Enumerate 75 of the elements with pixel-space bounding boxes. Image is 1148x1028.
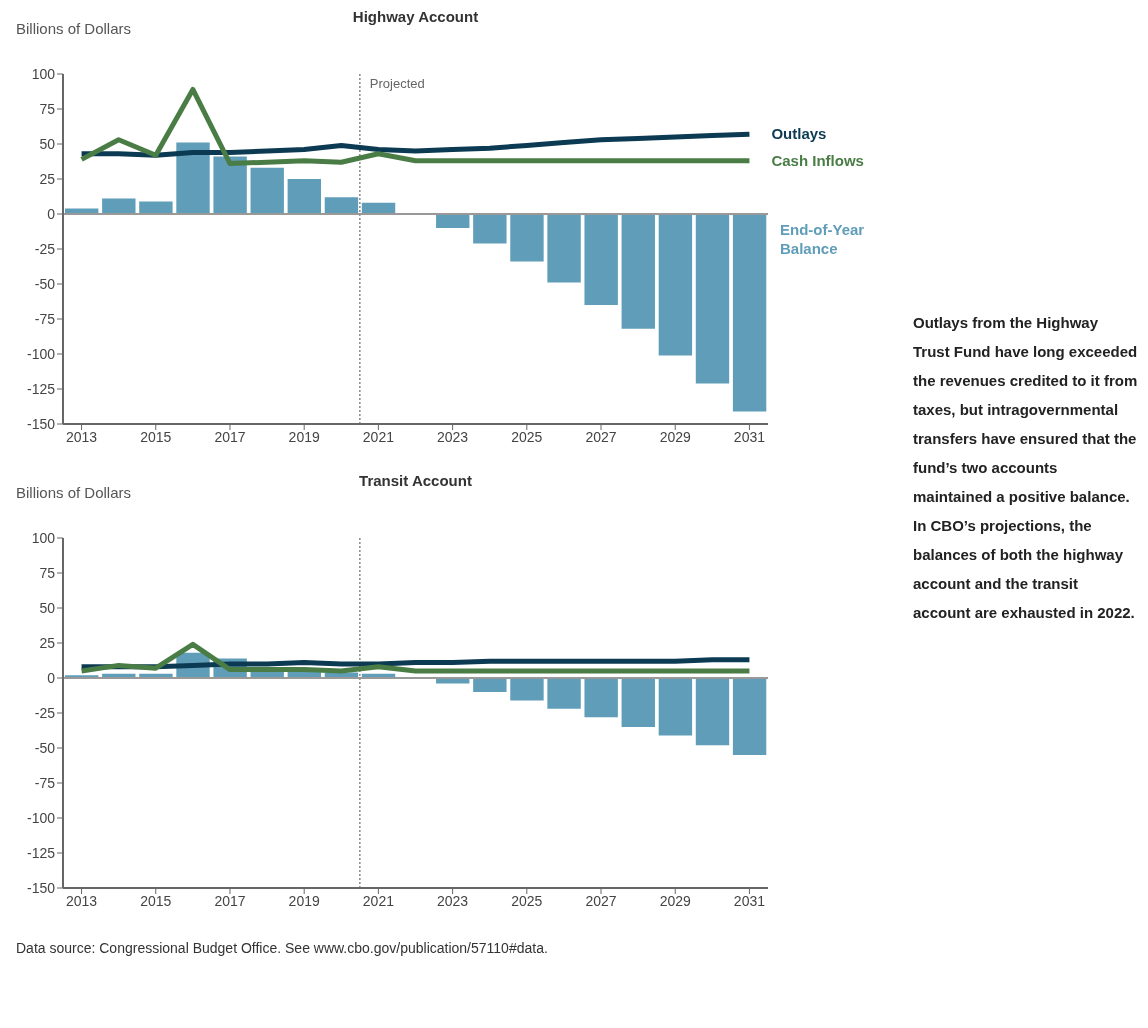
- x-tick-label: 2017: [214, 892, 246, 909]
- x-tick-label: 2019: [288, 428, 320, 445]
- x-tick-label: 2023: [437, 892, 469, 909]
- y-tick-label: 50: [39, 135, 56, 152]
- bar: [102, 198, 136, 214]
- bar: [510, 214, 544, 262]
- y-axis-title: Billions of Dollars: [16, 20, 132, 37]
- y-axis-title: Billions of Dollars: [16, 484, 132, 501]
- y-tick-label: -75: [34, 310, 56, 327]
- source-note: Data source: Congressional Budget Office. See www.cbo.gov/publication/57110#data.: [15, 940, 549, 956]
- series-label: Cash Inflows: [771, 151, 864, 169]
- bar: [695, 678, 730, 746]
- text: Outlays from the Highway Trust Fund have long exceeded the revenues credited to it from taxes, but intragovernmental transfers have ensured that the fund’s two accounts maintained a positive balance. In CBO’s projections, the balances of both the highway account and the transit account are exhausted in 2022.: [913, 314, 1138, 621]
- x-tick-label: 2031: [733, 892, 766, 909]
- x-tick-label: 2015: [140, 892, 172, 909]
- y-tick-label: 75: [39, 100, 56, 117]
- y-tick-label: 0: [47, 669, 56, 686]
- bar: [732, 678, 767, 755]
- y-tick-label: -100: [26, 345, 56, 362]
- series-label: Outlays: [771, 125, 827, 143]
- bar: [139, 201, 173, 214]
- x-tick-label: 2025: [511, 428, 543, 445]
- y-tick-label: -25: [34, 240, 56, 257]
- y-tick-label: -125: [26, 844, 56, 861]
- bar: [658, 678, 693, 736]
- bar: [510, 678, 544, 701]
- x-tick-label: 2021: [362, 428, 395, 445]
- bar: [584, 678, 618, 718]
- x-tick-label: 2023: [437, 428, 469, 445]
- bar: [732, 214, 767, 412]
- y-tick-label: 100: [31, 65, 56, 82]
- x-tick-label: 2031: [733, 428, 766, 445]
- y-tick-label: 100: [31, 529, 56, 546]
- y-tick-label: -50: [34, 275, 56, 292]
- y-tick-label: -75: [34, 774, 56, 791]
- series-label: End-of-Year Balance: [780, 220, 866, 258]
- y-tick-label: 25: [39, 634, 56, 651]
- x-tick-label: 2013: [65, 428, 98, 445]
- y-tick-label: 50: [39, 599, 56, 616]
- x-tick-label: 2019: [288, 892, 320, 909]
- bar: [287, 179, 322, 214]
- x-tick-label: 2025: [511, 892, 543, 909]
- bar: [250, 167, 284, 214]
- bar: [658, 214, 693, 356]
- y-tick-label: 0: [47, 205, 56, 222]
- x-tick-label: 2029: [659, 892, 692, 909]
- x-tick-label: 2029: [659, 428, 692, 445]
- bar: [621, 678, 655, 727]
- x-tick-label: 2027: [585, 428, 617, 445]
- ref-line-label: Projected: [369, 76, 425, 91]
- bar: [547, 214, 581, 283]
- y-tick-label: -150: [26, 415, 56, 432]
- x-tick-label: 2013: [65, 892, 98, 909]
- y-tick-label: -25: [34, 704, 56, 721]
- x-tick-label: 2017: [214, 428, 246, 445]
- bar: [324, 197, 359, 214]
- y-tick-label: -50: [34, 739, 56, 756]
- bar: [547, 678, 581, 709]
- bar: [695, 214, 730, 384]
- y-tick-label: -150: [26, 879, 56, 896]
- x-tick-label: 2027: [585, 892, 617, 909]
- x-tick-label: 2015: [140, 428, 172, 445]
- bar: [436, 214, 470, 228]
- bar: [621, 214, 655, 329]
- y-tick-label: -100: [26, 809, 56, 826]
- y-tick-label: 25: [39, 170, 56, 187]
- bar: [584, 214, 618, 305]
- y-tick-label: 75: [39, 564, 56, 581]
- x-tick-label: 2021: [362, 892, 395, 909]
- y-tick-label: -125: [26, 380, 56, 397]
- bar: [473, 678, 507, 692]
- chart-title: Highway Account: [351, 8, 480, 25]
- bar: [213, 156, 247, 214]
- chart-title: Transit Account: [358, 472, 473, 489]
- bar: [473, 214, 507, 244]
